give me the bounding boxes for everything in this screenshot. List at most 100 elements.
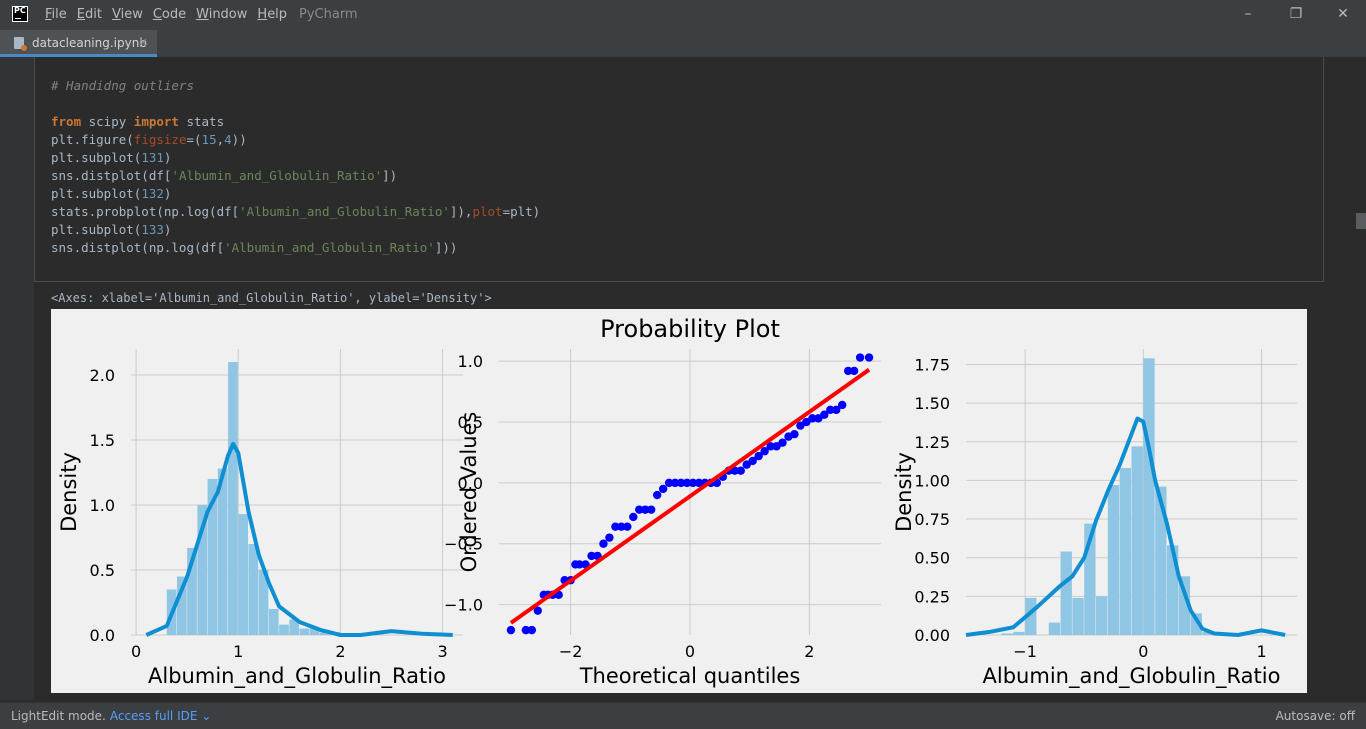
chart1-ytick-label: 1.5 bbox=[90, 431, 115, 450]
menu-code[interactable]: Code bbox=[152, 7, 187, 22]
editor-gutter bbox=[0, 57, 34, 700]
chart3-hist-bar bbox=[1025, 597, 1037, 635]
chart2-point bbox=[748, 456, 757, 466]
chart3-hist-bar bbox=[1084, 523, 1096, 635]
chart1-hist-bar bbox=[217, 468, 228, 635]
chart2-point bbox=[826, 405, 835, 415]
chart3-ytick-label: 0.25 bbox=[914, 587, 950, 606]
chart1-hist-bar bbox=[289, 619, 300, 635]
chart1-hist-bar bbox=[258, 570, 269, 635]
chart2-point bbox=[808, 414, 817, 423]
chart3-hist-bar bbox=[1166, 545, 1179, 635]
access-full-ide-link[interactable]: Access full IDE ⌄ bbox=[109, 709, 212, 723]
chart2-point bbox=[611, 522, 620, 531]
chart1-ytick-label: 2.0 bbox=[90, 366, 115, 385]
chart2-fit-line bbox=[509, 368, 871, 625]
chart2-xtick-label: 0 bbox=[685, 642, 695, 661]
chart3-kde-line bbox=[965, 416, 1286, 637]
code-block[interactable]: # Handidng outliers from scipy import st… bbox=[51, 77, 540, 257]
chart1-hist-bar bbox=[207, 479, 218, 635]
chart1-kde-line bbox=[145, 441, 453, 637]
chart2-point bbox=[623, 522, 632, 531]
chart2-ytick-label: −0.5 bbox=[444, 535, 483, 554]
chart3-xtick-label: −1 bbox=[1013, 642, 1037, 661]
chart2-point bbox=[832, 405, 841, 415]
chart2-point bbox=[676, 478, 686, 488]
chart3-xtick-label: 0 bbox=[1138, 642, 1148, 661]
tab-file-name: datacleaning.ipynb bbox=[32, 36, 147, 50]
chart2-point bbox=[587, 551, 596, 561]
chart3-ytick-label: 1.25 bbox=[914, 433, 950, 452]
chart1-ytick-label: 1.0 bbox=[90, 496, 115, 515]
chart2-xlabel: Theoretical quantiles bbox=[579, 664, 801, 688]
code-comment: # Handidng outliers bbox=[51, 78, 194, 93]
chart2-point bbox=[599, 539, 608, 548]
menu-window[interactable]: Window bbox=[196, 7, 248, 22]
figure-svg: 0 1 2 3 0.0 0.5 1.0 1.5 2.0 Albumin_and_Globulin_… bbox=[57, 315, 1297, 689]
notebook-editor[interactable]: # Handidng outliers from scipy import st… bbox=[0, 57, 1366, 700]
chart1-hist-bar bbox=[268, 609, 279, 635]
chart2-point bbox=[790, 429, 799, 439]
restore-icon[interactable]: ❐ bbox=[1289, 6, 1303, 22]
status-bar: LightEdit mode. Access full IDE ⌄ Autosav… bbox=[0, 702, 1366, 729]
chart3-hist-bar bbox=[1013, 631, 1025, 635]
menu-file[interactable]: File bbox=[45, 7, 67, 22]
chart2-point bbox=[730, 466, 739, 475]
chart1-hist-bar bbox=[197, 505, 208, 635]
chart2-point bbox=[736, 466, 745, 475]
chart2-point bbox=[843, 366, 853, 376]
chart3-hist-bar bbox=[1001, 633, 1013, 635]
tab-datacleaning[interactable]: datacleaning.ipynb × bbox=[0, 30, 157, 57]
figure-output: 0 1 2 3 0.0 0.5 1.0 1.5 2.0 Albumin_and_Globulin_… bbox=[51, 309, 1307, 693]
cell-output-text: <Axes: xlabel='Albumin_and_Globulin_Rati… bbox=[51, 291, 492, 305]
chart3-ytick-label: 1.50 bbox=[914, 394, 950, 413]
title-bar: PC File Edit View Code Window Help PyCha… bbox=[0, 0, 1366, 30]
chart2-point bbox=[688, 478, 698, 488]
chart3-hist-bar bbox=[1072, 597, 1084, 635]
chart3-hist-bar bbox=[1155, 486, 1167, 635]
chart2-point bbox=[682, 478, 692, 488]
chart2-point bbox=[575, 560, 584, 569]
chart2-ytick-label: 0.0 bbox=[458, 474, 483, 493]
lightedit-mode-label: LightEdit mode. bbox=[11, 709, 106, 723]
chart2-point bbox=[760, 447, 769, 456]
chart2-point bbox=[694, 478, 704, 488]
chart2-ylabel: Ordered Values bbox=[457, 412, 481, 573]
close-window-icon[interactable]: ✕ bbox=[1337, 6, 1349, 22]
menu-help[interactable]: Help bbox=[257, 7, 288, 22]
chart3-hist-bar bbox=[1143, 358, 1155, 635]
autosave-status[interactable]: Autosave: off bbox=[1275, 709, 1355, 723]
chart2-point bbox=[849, 366, 859, 376]
scrollbar-thumb[interactable] bbox=[1356, 213, 1366, 229]
menu-bar: File Edit View Code Window Help bbox=[45, 7, 297, 22]
chart3-hist-bar bbox=[1131, 446, 1143, 635]
chart3-hist-bar bbox=[1202, 631, 1214, 635]
chart2-point bbox=[629, 512, 638, 522]
close-tab-icon[interactable]: × bbox=[138, 35, 149, 49]
chart1-hist-bar bbox=[228, 362, 238, 635]
menu-edit[interactable]: Edit bbox=[76, 7, 102, 22]
chart2-point bbox=[506, 625, 516, 635]
chart1-xlabel: Albumin_and_Globulin_Ratio bbox=[148, 664, 446, 689]
chart2-point bbox=[533, 606, 542, 615]
code-lines: from scipy import stats plt.figure(figsi… bbox=[51, 114, 541, 255]
chart1-xtick-label: 0 bbox=[131, 642, 141, 661]
chart3-hist-bar bbox=[1107, 485, 1120, 635]
chart2-ytick-label: −1.0 bbox=[444, 596, 483, 615]
minimize-icon[interactable]: – bbox=[1244, 6, 1252, 22]
chart2-point bbox=[766, 442, 775, 451]
chart3-xtick-label: 1 bbox=[1256, 642, 1266, 661]
chart1-ytick-label: 0.5 bbox=[90, 561, 115, 580]
chart2-xtick-label: −2 bbox=[559, 642, 583, 661]
chart3-xlabel: Albumin_and_Globulin_Ratio bbox=[983, 664, 1281, 689]
pycharm-logo-icon: PC bbox=[12, 6, 28, 22]
chart1-hist-bar bbox=[176, 576, 187, 635]
menu-view[interactable]: View bbox=[111, 7, 143, 22]
code-cell[interactable] bbox=[34, 57, 1324, 282]
chart1-xtick-label: 3 bbox=[437, 642, 447, 661]
chart1-ytick-label: 0.0 bbox=[90, 626, 115, 645]
chart1-hist-bar bbox=[319, 632, 330, 635]
chart3-hist-bar bbox=[1060, 551, 1072, 635]
chart2-point bbox=[778, 438, 787, 447]
chart2-point bbox=[647, 505, 656, 514]
